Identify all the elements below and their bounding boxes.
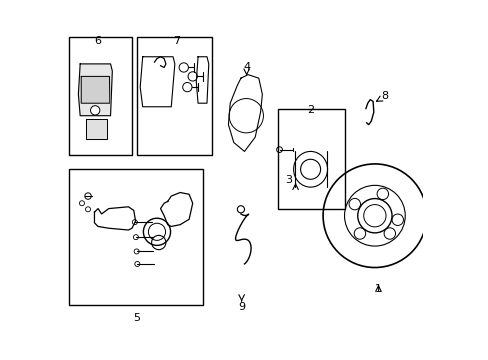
Polygon shape (85, 119, 107, 139)
Text: 4: 4 (243, 63, 250, 72)
Bar (69, 37, 132, 155)
Text: 8: 8 (381, 91, 387, 101)
Text: 1: 1 (374, 284, 381, 294)
Text: 7: 7 (173, 36, 180, 46)
Polygon shape (78, 64, 112, 116)
Bar (278, 109, 344, 208)
Text: 9: 9 (238, 302, 244, 312)
Text: 2: 2 (306, 105, 313, 115)
Polygon shape (81, 76, 110, 103)
Text: 5: 5 (132, 312, 140, 323)
Bar (69, 169, 203, 305)
Text: 6: 6 (94, 36, 101, 46)
Bar (137, 37, 212, 155)
Circle shape (90, 106, 100, 115)
Text: 3: 3 (285, 175, 292, 185)
